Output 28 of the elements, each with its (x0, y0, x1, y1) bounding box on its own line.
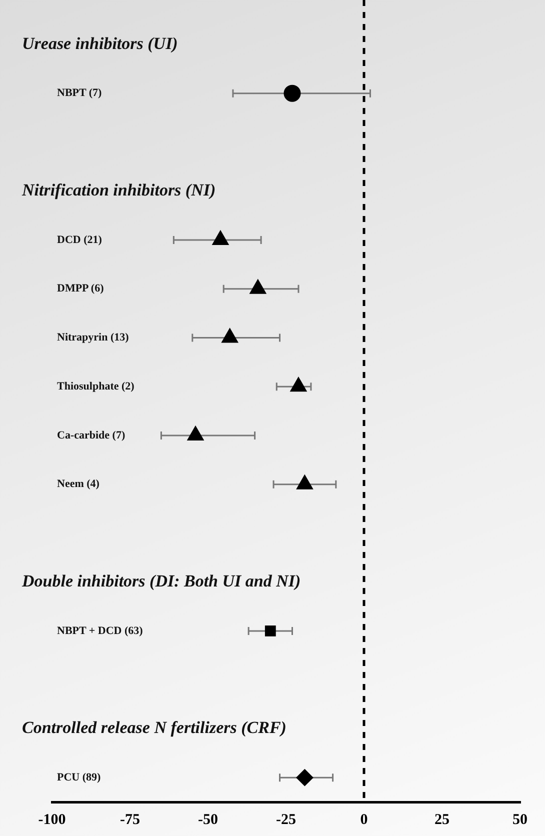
x-tick-label: 25 (434, 812, 450, 828)
point (187, 426, 204, 440)
y-tick-label: Controlled release N fertilizers (CRF) (22, 718, 286, 738)
y-tick-label: NBPT (7) (57, 87, 102, 100)
x-tick-label: 0 (360, 812, 368, 828)
y-tick-label: Double inhibitors (DI: Both UI and NI) (21, 571, 301, 590)
y-tick-label: Urease inhibitors (UI) (22, 34, 178, 53)
point (296, 474, 314, 490)
y-tick-label: Nitrapyrin (13) (57, 332, 130, 344)
y-tick-label: NBPT + DCD (63) (57, 624, 144, 637)
x-tick-label: 50 (512, 812, 528, 828)
point (250, 279, 266, 294)
y-tick-label: DCD (21) (57, 234, 102, 246)
point (264, 625, 276, 636)
y-tick-label: Neem (4) (57, 478, 100, 490)
x-tick-label: -75 (120, 812, 140, 828)
point (290, 377, 307, 392)
x-tick-label: -25 (276, 812, 296, 828)
y-tick-label: Thiosulphate (2) (57, 380, 135, 392)
y-tick-label: Nitrification inhibitors (NI) (21, 180, 216, 200)
x-tick-label: -50 (198, 812, 218, 828)
y-tick-label: Ca-carbide (7) (57, 429, 126, 442)
point (222, 328, 238, 343)
x-tick-label: -100 (38, 812, 66, 828)
y-tick-label: DMPP (6) (57, 282, 104, 295)
y-tick-label: PCU (89) (57, 771, 102, 784)
point (296, 769, 314, 786)
point (212, 230, 229, 245)
